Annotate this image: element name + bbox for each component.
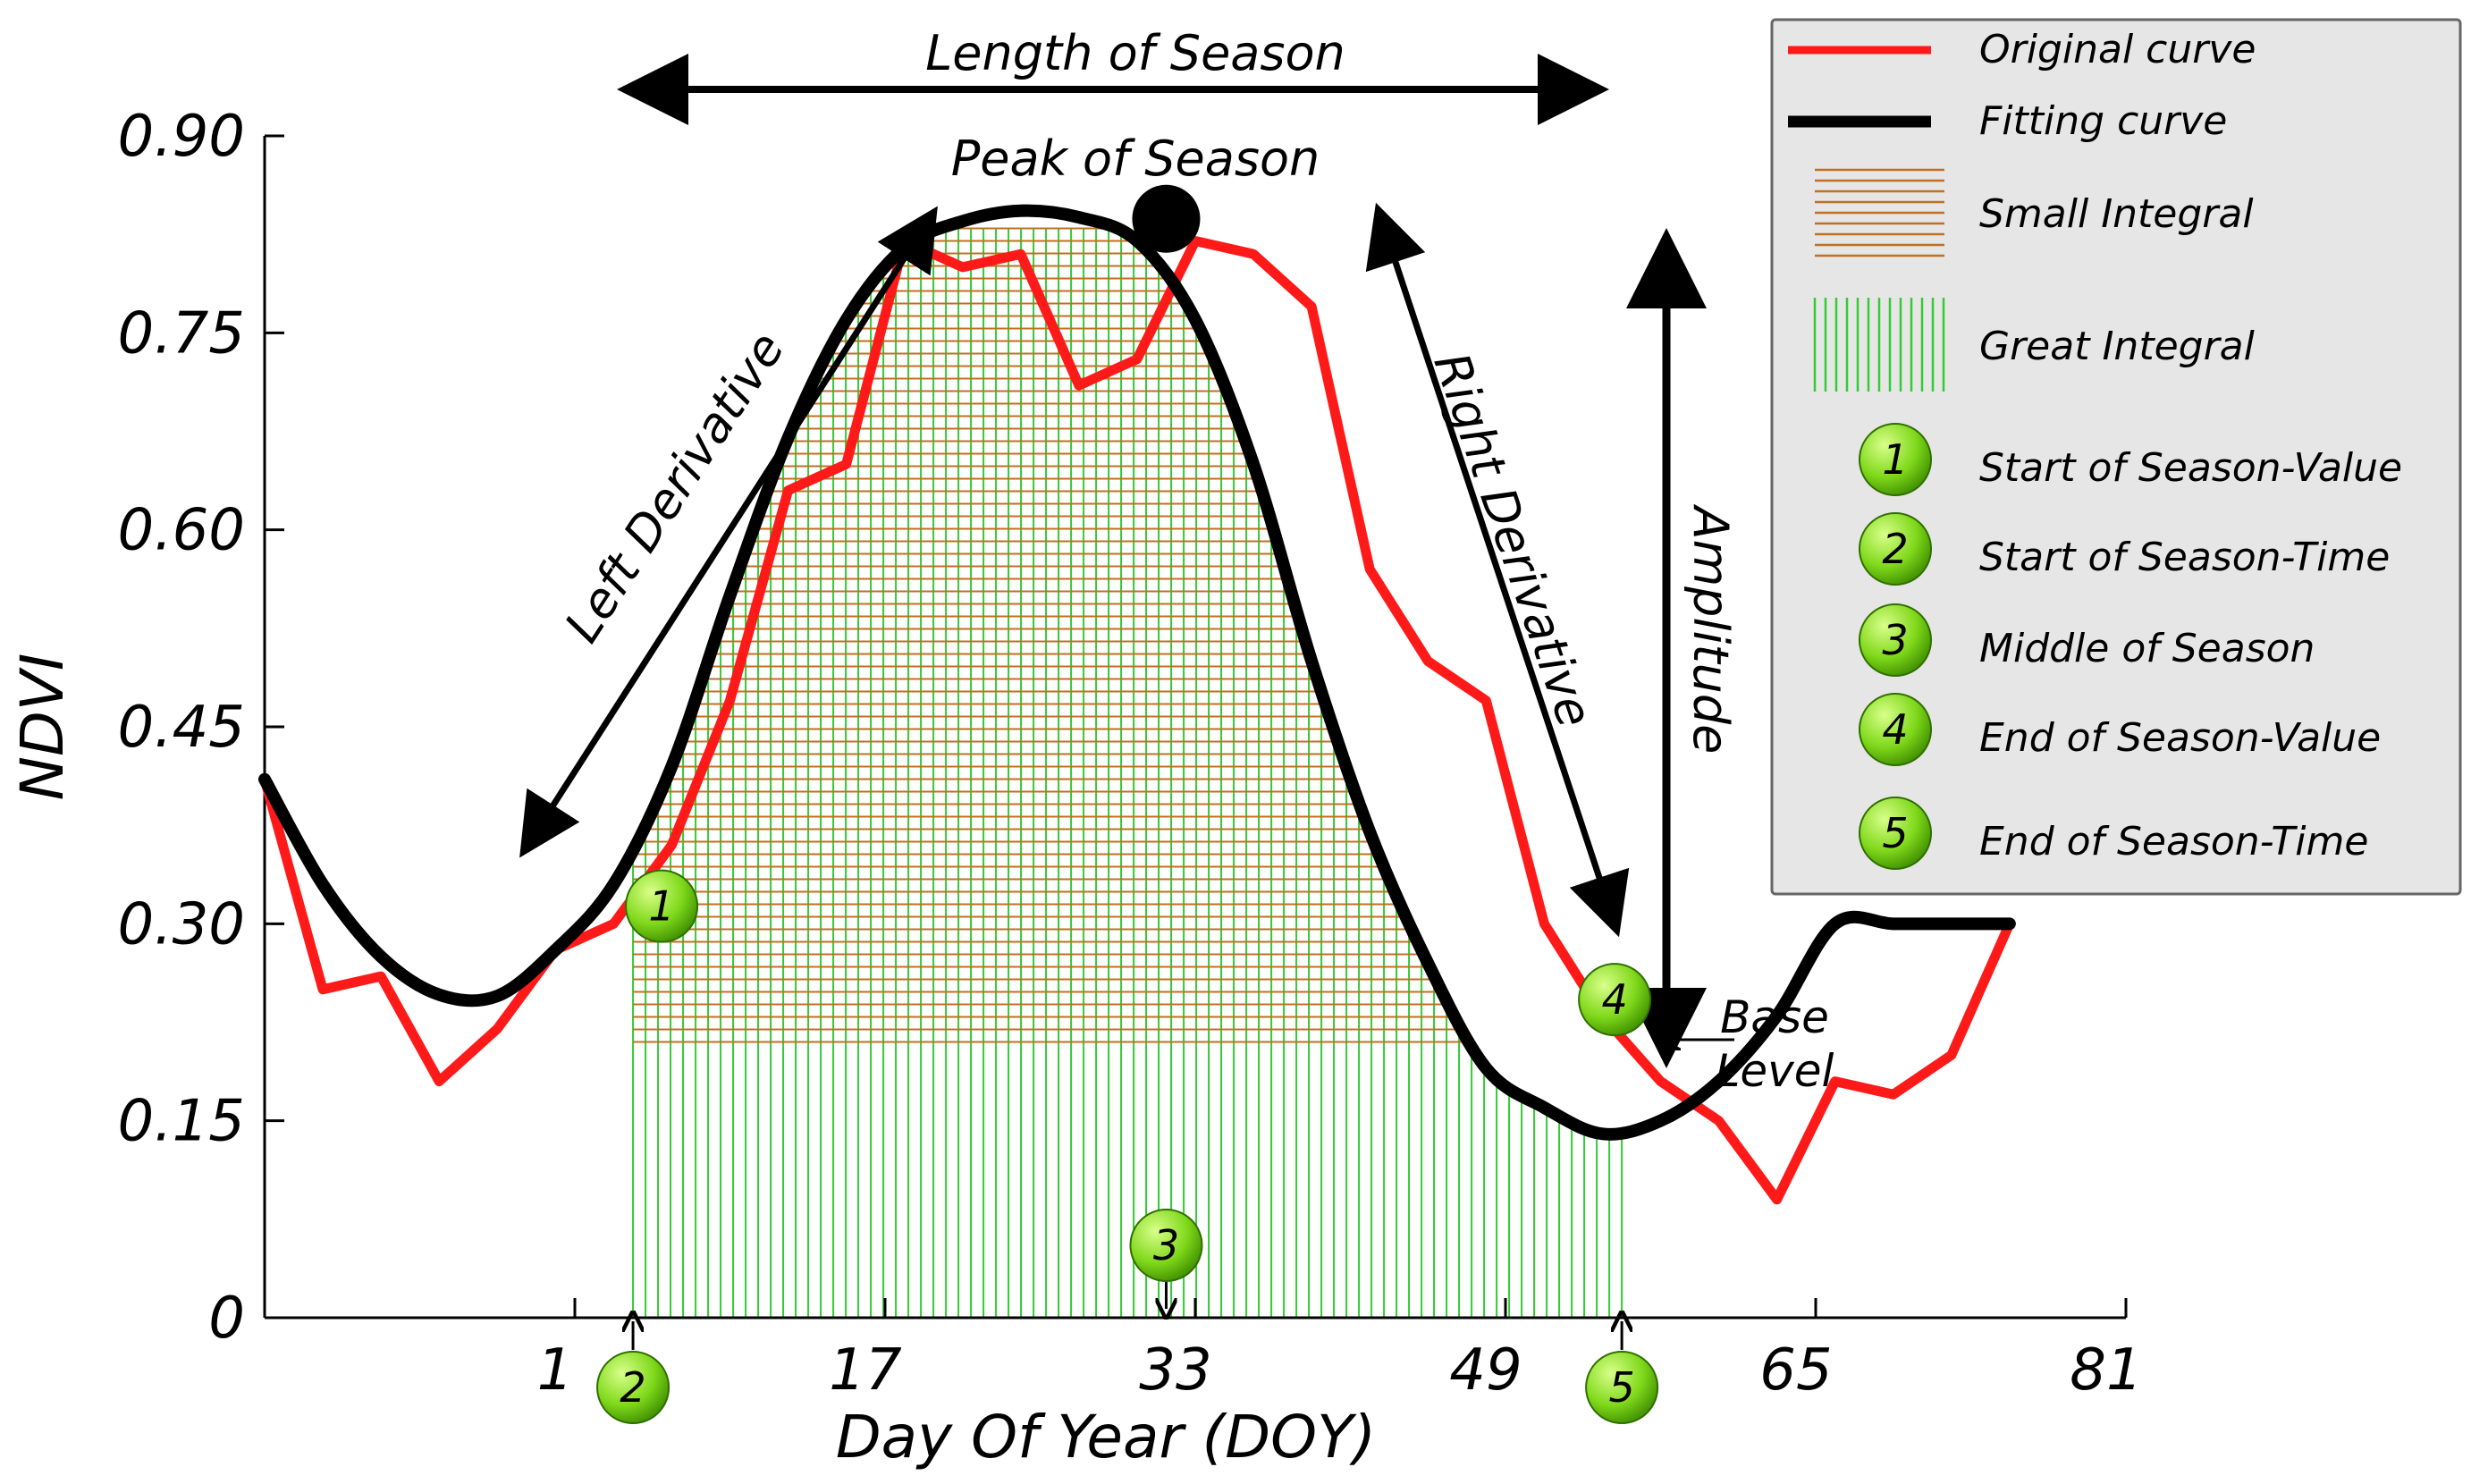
badge-number: 2 [620, 1363, 645, 1412]
legend-item: Fitting curve [1788, 98, 2227, 144]
right-derivative-arrow [1365, 202, 1630, 938]
x-ticks: 1 17 33 49 65 81 [537, 1298, 2143, 1404]
x-tick-label: 17 [829, 1337, 902, 1404]
x-tick-label: 33 [1139, 1337, 1211, 1404]
legend-badge-number: 3 [1882, 616, 1908, 664]
legend-badge-number: 5 [1882, 809, 1908, 857]
y-tick-label: 0.60 [118, 498, 246, 564]
legend-label: Start of Season-Value [1979, 445, 2402, 491]
legend-item: 2 Start of Season-Time [1859, 512, 2390, 586]
legend-item: Great Integral [1813, 298, 2256, 392]
legend-label: Small Integral [1979, 191, 2254, 237]
legend-label: Middle of Season [1979, 626, 2315, 671]
y-tick-label: 0.90 [118, 104, 246, 170]
y-ticks: 0 0.15 0.30 0.45 0.60 0.75 0.90 [118, 104, 284, 1352]
badge-number: 3 [1153, 1221, 1179, 1269]
badge-circle [1578, 963, 1652, 1037]
badge-start-season-time: 2 [596, 1351, 670, 1424]
legend-swatch-small-integral [1815, 168, 1944, 257]
legend-label: Original curve [1979, 27, 2256, 72]
badge-middle-season: 3 [1129, 1209, 1203, 1282]
legend: Original curve Fitting curve Small Integra… [1770, 18, 2462, 896]
x-tick-label: 65 [1759, 1337, 1832, 1404]
base-level-label-line2: Level [1716, 1045, 1834, 1097]
series-lines [258, 204, 2016, 1205]
badge-circle [1585, 1351, 1659, 1424]
legend-item: 3 Middle of Season [1859, 603, 2315, 677]
peak-of-season-label: Peak of Season [951, 131, 1320, 187]
x-tick-label: 49 [1449, 1337, 1522, 1404]
legend-box [1770, 18, 2462, 896]
legend-badge-circle [1859, 423, 1932, 496]
legend-item: 1 Start of Season-Value [1859, 423, 2402, 496]
legend-item: 5 End of Season-Time [1859, 797, 2368, 870]
badge-end-season-value: 4 [1578, 963, 1652, 1037]
base-level-label-line1: Base [1720, 991, 1829, 1043]
badge-circle [625, 869, 699, 943]
badge-number: 4 [1601, 975, 1627, 1024]
badge-start-season-value: 1 [625, 869, 699, 943]
badge-circle [1129, 1209, 1203, 1282]
legend-item: 4 End of Season-Value [1859, 693, 2381, 766]
legend-badge-number: 1 [1882, 435, 1908, 484]
legend-badge-circle [1859, 603, 1932, 677]
legend-badge-circle [1859, 693, 1932, 766]
badge-number: 1 [648, 882, 674, 931]
x-tick-label: 81 [2070, 1337, 2142, 1404]
legend-label: Fitting curve [1979, 98, 2227, 144]
fitting-curve-line [258, 204, 2016, 1141]
amplitude-label: Amplitude [1682, 504, 1739, 755]
legend-swatch-great-integral [1813, 298, 1945, 392]
legend-badge-number: 4 [1882, 705, 1908, 754]
y-axis-title: NDVI [8, 653, 77, 801]
x-tick-label: 1 [537, 1337, 574, 1404]
y-tick-label: 0.15 [118, 1089, 246, 1155]
legend-item: Small Integral [1815, 168, 2254, 257]
y-tick-label: 0 [208, 1286, 245, 1352]
legend-label: End of Season-Time [1979, 819, 2368, 864]
left-derivative-arrow [519, 206, 938, 858]
legend-badge-number: 2 [1882, 525, 1908, 573]
legend-label: Start of Season-Time [1979, 535, 2390, 580]
badge-circle [596, 1351, 670, 1424]
badge-end-season-time: 5 [1585, 1351, 1659, 1424]
peak-marker [1132, 184, 1201, 253]
legend-label: End of Season-Value [1979, 715, 2381, 761]
legend-badge-circle [1859, 797, 1932, 870]
x-axis-title: Day Of Year (DOY) [836, 1403, 1376, 1471]
legend-label: Great Integral [1979, 324, 2256, 369]
badge-number: 5 [1608, 1363, 1634, 1412]
y-tick-label: 0.30 [118, 891, 246, 957]
legend-badge-circle [1859, 512, 1932, 586]
y-tick-label: 0.75 [118, 300, 246, 367]
y-tick-label: 0.45 [118, 695, 246, 761]
length-of-season-label: Length of Season [925, 25, 1345, 81]
legend-item: Original curve [1788, 27, 2256, 72]
